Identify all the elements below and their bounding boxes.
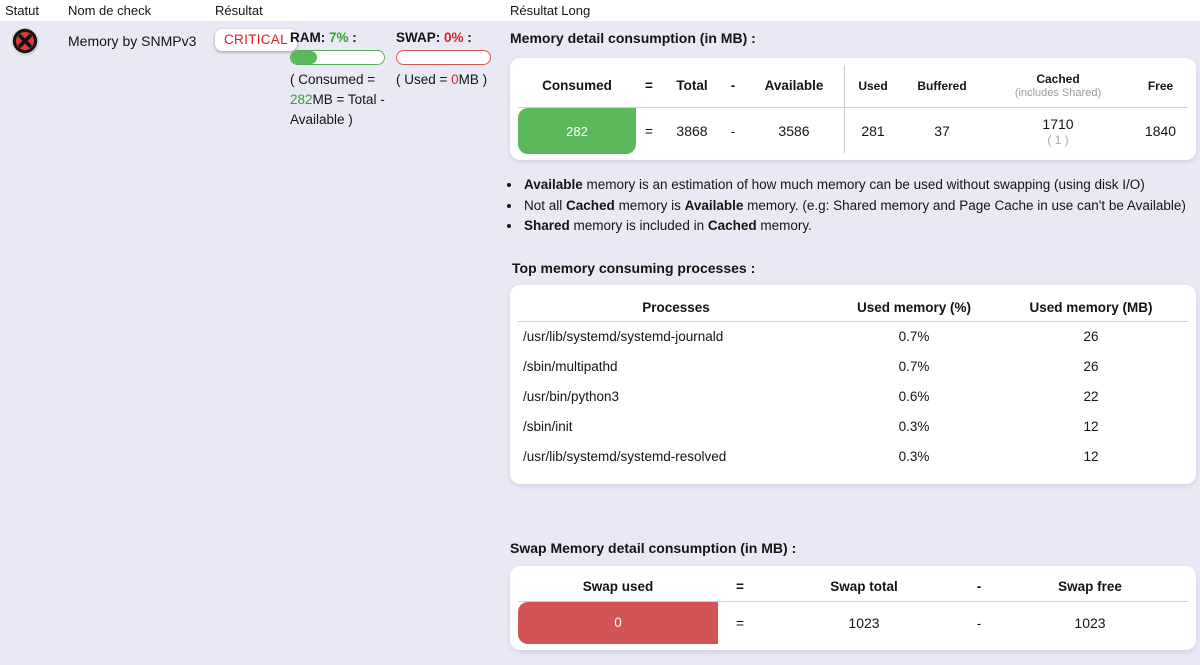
processes-header-row: Processes Used memory (%) Used memory (M… [518, 295, 1188, 322]
process-name: /sbin/multipathd [523, 359, 618, 374]
swap-data-row: 0 = 1023 - 1023 [518, 601, 1188, 644]
column-header-statut: Statut [5, 3, 39, 18]
header-swap-minus: - [976, 578, 982, 594]
memory-detail-card: Consumed = Total - Available Used Buffer… [510, 58, 1196, 160]
list-header: Statut Nom de check Résultat Résultat Lo… [0, 0, 1200, 21]
column-header-resultat-long: Résultat Long [510, 3, 591, 18]
header-swap-equals: = [736, 578, 744, 594]
header-used-memory-mb: Used memory (MB) [1029, 300, 1153, 315]
free-value: 1840 [1144, 123, 1177, 139]
swap-progress-bar [396, 50, 491, 65]
available-value: 3586 [778, 123, 810, 139]
header-used: Used [858, 78, 888, 93]
note-cached: Not all Cached memory is Available memor… [522, 196, 1196, 217]
header-available: Available [764, 78, 824, 93]
process-mb: 12 [1083, 449, 1099, 464]
process-mb: 26 [1083, 359, 1099, 374]
process-pct: 0.3% [898, 419, 930, 434]
ram-gauge: RAM: 7% : ( Consumed = 282MB = Total - A… [290, 30, 391, 130]
process-mb: 22 [1083, 389, 1099, 404]
memory-table-data-row: 282 = 3868 - 3586 281 37 1710 ( 1 ) 1840 [518, 108, 1188, 154]
swap-detail-card: Swap used = Swap total - Swap free 0 = 1… [510, 565, 1196, 650]
header-swap-total: Swap total [830, 578, 898, 594]
swap-total-value: 1023 [848, 614, 880, 631]
table-row: /usr/lib/systemd/systemd-resolved 0.3% 1… [518, 442, 1188, 472]
buffered-value: 37 [934, 123, 950, 139]
process-name: /usr/lib/systemd/systemd-resolved [523, 449, 727, 464]
note-shared: Shared memory is included in Cached memo… [522, 216, 1196, 237]
swap-used-value-bar: 0 [518, 601, 718, 644]
swap-used-cell: 0 [518, 601, 718, 644]
process-name: /usr/lib/systemd/systemd-journald [523, 329, 724, 344]
process-name: /sbin/init [523, 419, 573, 434]
processes-card: Processes Used memory (%) Used memory (M… [510, 284, 1196, 484]
header-swap-free: Swap free [1058, 578, 1122, 594]
swap-gauge-label: SWAP: 0% : [396, 30, 472, 45]
swap-free-value: 1023 [1074, 614, 1106, 631]
memory-table-title: Memory detail consumption (in MB) : [510, 30, 756, 46]
header-used-memory-pct: Used memory (%) [856, 300, 972, 315]
process-pct: 0.7% [898, 359, 930, 374]
check-name[interactable]: Memory by SNMPv3 [68, 33, 197, 49]
table-row: /sbin/multipathd 0.7% 26 [518, 352, 1188, 382]
total-value: 3868 [676, 123, 708, 139]
cached-note: ( 1 ) [1047, 132, 1069, 147]
swap-gauge-caption: ( Used = 0MB ) [396, 72, 488, 87]
header-swap-used: Swap used [582, 578, 654, 594]
header-processes: Processes [642, 300, 710, 315]
cached-value-cell: 1710 ( 1 ) [983, 116, 1133, 147]
header-consumed: Consumed [542, 78, 612, 93]
header-total: Total [676, 78, 708, 93]
process-pct: 0.6% [898, 389, 930, 404]
table-row: /usr/lib/systemd/systemd-journald 0.7% 2… [518, 322, 1188, 352]
swap-minus-cell: - [976, 614, 982, 631]
ram-progress-fill [291, 51, 318, 64]
processes-table-title: Top memory consuming processes : [512, 259, 756, 276]
critical-cross-icon[interactable] [10, 26, 40, 56]
ram-gauge-label: RAM: 7% : [290, 30, 357, 45]
memory-notes-list: Available memory is an estimation of how… [510, 175, 1196, 237]
consumed-value-bar: 282 [518, 108, 636, 154]
memory-table-header-row: Consumed = Total - Available Used Buffer… [518, 64, 1188, 108]
process-mb: 26 [1083, 329, 1099, 344]
swap-table-title: Swap Memory detail consumption (in MB) : [510, 539, 797, 556]
used-value: 281 [861, 123, 885, 139]
process-name: /usr/bin/python3 [523, 389, 620, 404]
process-pct: 0.3% [898, 449, 930, 464]
column-header-resultat: Résultat [215, 3, 263, 18]
status-badge: CRITICAL [215, 29, 297, 51]
header-free: Free [1147, 78, 1174, 93]
vertical-divider [844, 65, 845, 153]
note-available: Available memory is an estimation of how… [522, 175, 1196, 196]
process-mb: 12 [1083, 419, 1099, 434]
process-pct: 0.7% [898, 329, 930, 344]
column-header-nom-de-check: Nom de check [68, 3, 152, 18]
header-cached-sub: (includes Shared) [1014, 87, 1102, 99]
resultat-long-column: Memory detail consumption (in MB) : Cons… [510, 30, 1196, 650]
consumed-cell: 282 [518, 108, 636, 154]
table-row: /sbin/init 0.3% 12 [518, 412, 1188, 442]
swap-equals-cell: = [735, 614, 745, 631]
swap-header-row: Swap used = Swap total - Swap free [518, 572, 1188, 602]
ram-progress-bar [290, 50, 385, 65]
equals-cell: = [644, 123, 654, 139]
header-minus: - [730, 78, 736, 93]
swap-gauge: SWAP: 0% : ( Used = 0MB ) [396, 30, 497, 90]
ram-gauge-caption: ( Consumed = 282MB = Total - Available ) [290, 72, 385, 127]
minus-cell: - [730, 123, 736, 139]
header-equals: = [645, 78, 653, 93]
header-cached-main: Cached [1036, 72, 1080, 86]
cached-value: 1710 [1042, 115, 1074, 132]
table-row: /usr/bin/python3 0.6% 22 [518, 382, 1188, 412]
header-buffered: Buffered [917, 78, 967, 93]
header-cached: Cached (includes Shared) [983, 72, 1133, 99]
